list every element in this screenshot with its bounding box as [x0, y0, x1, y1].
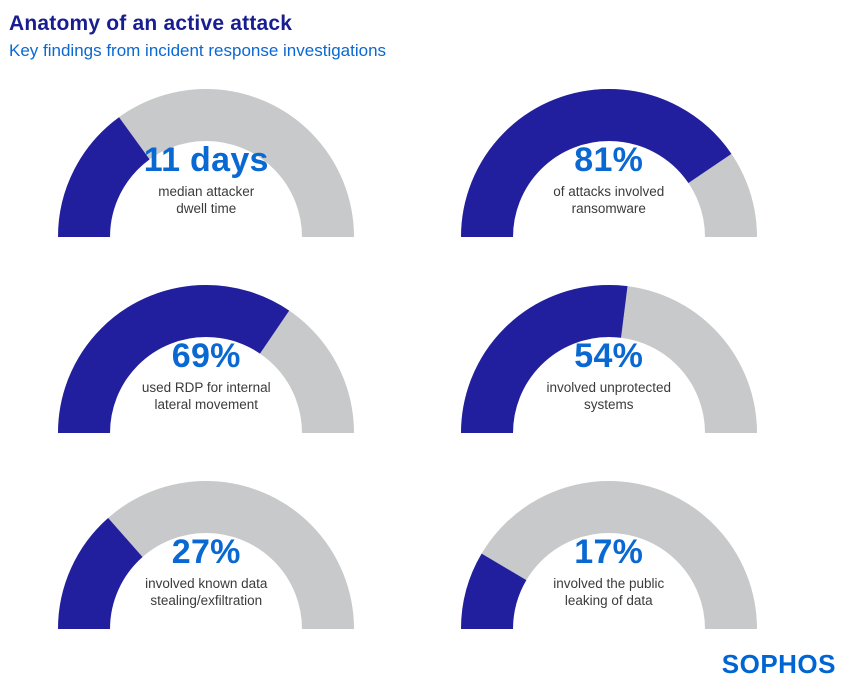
gauge-fill-arc: [58, 285, 355, 433]
gauge-arc: [460, 89, 757, 237]
gauge-fill-arc: [460, 481, 757, 629]
gauge-grid: 11 days median attacker dwell time 81% o…: [0, 61, 850, 629]
header: Anatomy of an active attack Key findings…: [0, 0, 850, 61]
gauge-track-arc: [460, 481, 757, 629]
gauge-arc: [460, 481, 757, 629]
gauge-arc: [58, 285, 355, 433]
gauge-unprotected-systems: 54% involved unprotected systems: [439, 283, 779, 433]
sophos-logo: SOPHOS: [721, 649, 836, 679]
gauge-rdp: 69% used RDP for internal lateral moveme…: [36, 283, 376, 433]
gauge-fill-arc: [460, 89, 757, 237]
gauge-dwell-time: 11 days median attacker dwell time: [36, 87, 376, 237]
page-title: Anatomy of an active attack: [9, 12, 293, 35]
page-subtitle: Key findings from incident response inve…: [9, 41, 387, 60]
gauge-fill-arc: [460, 285, 757, 433]
gauge-fill-arc: [58, 89, 355, 237]
gauge-arc: [460, 285, 757, 433]
gauge-arc: [58, 89, 355, 237]
gauge-fill-arc: [58, 481, 355, 629]
gauge-data-stealing: 27% involved known data stealing/exfiltr…: [36, 479, 376, 629]
gauge-arc: [58, 481, 355, 629]
gauge-ransomware: 81% of attacks involved ransomware: [439, 87, 779, 237]
gauge-public-leaking: 17% involved the public leaking of data: [439, 479, 779, 629]
